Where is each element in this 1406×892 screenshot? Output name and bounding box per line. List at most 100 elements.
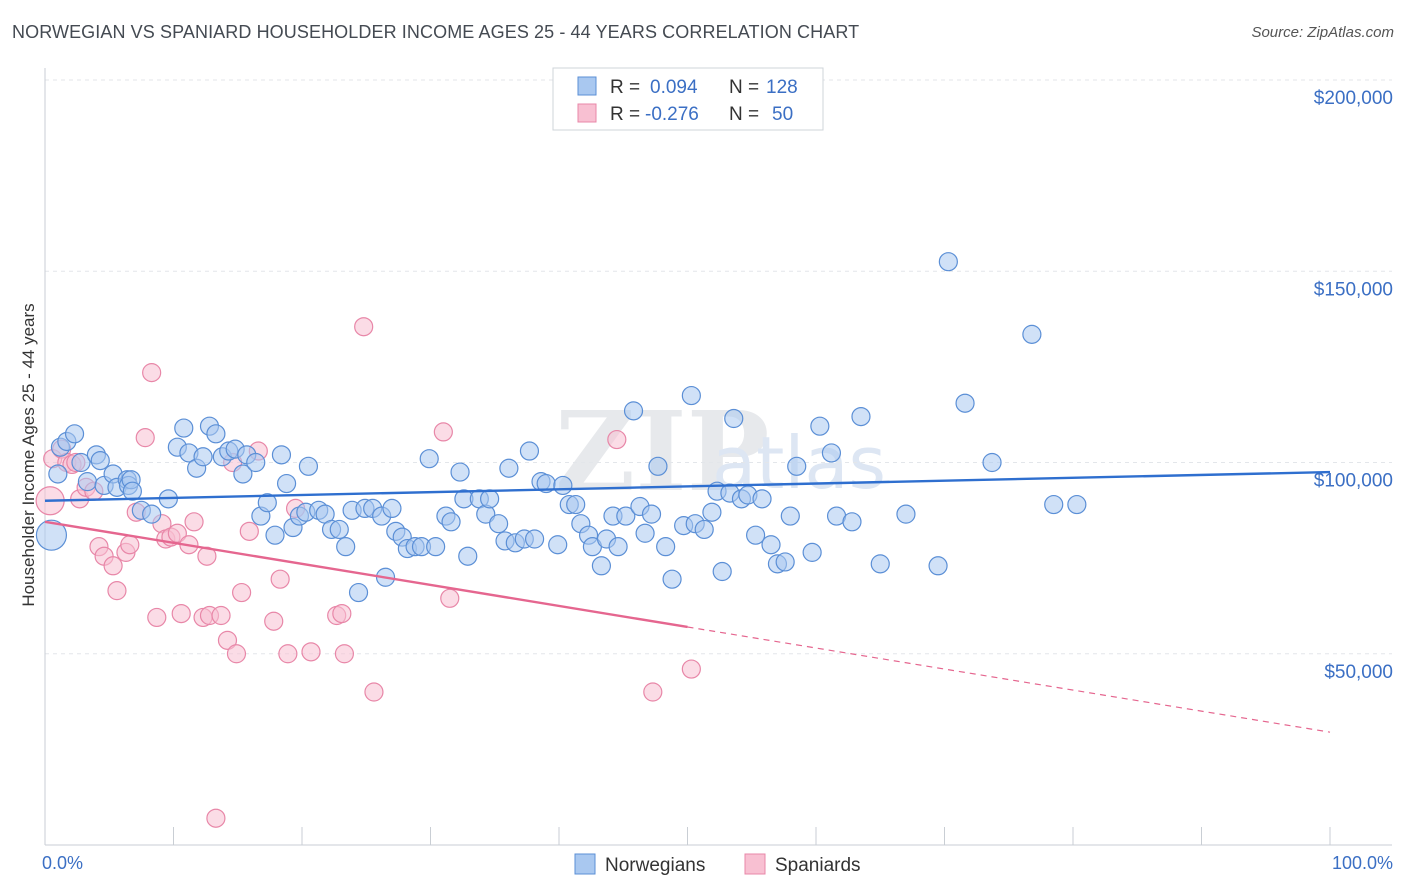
norwegian-point (458, 546, 478, 566)
norwegian-point (955, 393, 975, 413)
norwegian-point (122, 481, 142, 501)
spaniard-point (217, 630, 238, 650)
norwegian-point (787, 456, 807, 476)
spaniard-point (607, 429, 627, 450)
norwegian-point (780, 506, 800, 526)
spaniard-point (364, 682, 384, 702)
norwegian-point (35, 519, 68, 551)
norwegian-point (233, 464, 253, 484)
norwegian-point (712, 561, 732, 582)
norwegian-point (656, 537, 676, 557)
spaniard-point (433, 422, 453, 442)
spaniard-point (334, 644, 355, 664)
spaniard-point (171, 603, 191, 624)
legend-n-value-spaniards: 50 (772, 104, 793, 125)
norwegian-point (662, 569, 682, 589)
spaniard-point (643, 682, 663, 702)
y-tick-label: $50,000 (1324, 662, 1393, 683)
norwegian-point (566, 494, 586, 515)
x-tick-labels: 0.0% 100.0% (42, 853, 1393, 873)
norwegian-point (641, 504, 662, 524)
norwegian-point (1044, 494, 1064, 515)
norwegian-point (635, 523, 655, 543)
norwegian-point (681, 385, 701, 406)
norwegian-point (775, 552, 795, 572)
norwegian-point (336, 537, 356, 557)
spaniard-point (135, 428, 155, 448)
legend-n-label-2: N = (729, 104, 759, 125)
y-tick-label: $100,000 (1314, 471, 1393, 492)
norwegian-point (553, 475, 573, 496)
bottom-legend-swatch-norwegians (574, 853, 596, 875)
x-tick-label-start: 0.0% (42, 853, 83, 873)
legend-box (552, 67, 824, 131)
norwegian-point (265, 525, 285, 545)
norwegian-point (616, 506, 636, 526)
spaniard-point (301, 642, 321, 662)
norwegian-point (329, 519, 349, 540)
norwegian-point (257, 493, 277, 513)
spaniard-point (332, 603, 352, 624)
spaniard-point (206, 808, 226, 828)
spaniard-point (147, 607, 167, 628)
norwegian-point (752, 489, 772, 509)
norwegian-point (489, 514, 509, 534)
bottom-legend-swatch-spaniards (744, 853, 766, 875)
spaniard-point (270, 569, 290, 589)
norwegian-point (608, 537, 628, 557)
y-tick-label: $200,000 (1314, 88, 1393, 109)
norwegian-point (64, 424, 85, 444)
spaniard-point (184, 512, 204, 532)
legend-r-label: R = (610, 77, 640, 98)
norwegian-point (870, 554, 890, 574)
norwegian-point (548, 535, 568, 555)
norwegian-point (851, 407, 871, 427)
norwegian-point (298, 456, 319, 476)
norwegian-point (623, 401, 644, 421)
legend-n-value-norwegians: 128 (766, 77, 798, 98)
spaniard-point (278, 644, 298, 664)
y-tick-label: $150,000 (1314, 279, 1393, 300)
norwegian-point (90, 450, 110, 471)
legend-r-value-norwegians: 0.094 (650, 77, 698, 98)
norwegian-point (348, 582, 369, 603)
norwegian-point (896, 504, 916, 524)
trend-lines (44, 470, 1331, 733)
y-axis-label: Householder Income Ages 25 - 44 years (19, 303, 38, 606)
norwegian-point (746, 525, 766, 545)
norwegian-point (276, 473, 297, 494)
norwegian-point (142, 504, 162, 524)
norwegian-point (842, 512, 862, 532)
legend: R = 0.094 N = 128 R = -0.276 N = 50 (552, 67, 824, 131)
norwegian-point (761, 535, 781, 555)
spaniard-point (142, 363, 162, 383)
norwegian-point (724, 408, 744, 429)
norwegian-point (821, 443, 842, 463)
legend-r-value-spaniards: -0.276 (645, 104, 699, 125)
legend-n-label: N = (729, 77, 759, 98)
norwegian-point (246, 452, 266, 473)
spaniard-point (239, 521, 259, 541)
bottom-legend-label-spaniards: Spaniards (775, 855, 861, 876)
bottom-legend: Norwegians Spaniards (574, 853, 861, 876)
spaniard-point (211, 605, 231, 626)
spaniard-point (120, 535, 140, 555)
spaniard-point (354, 317, 374, 337)
chart-title: NORWEGIAN VS SPANIARD HOUSEHOLDER INCOME… (12, 22, 860, 42)
norwegian-point (77, 472, 98, 492)
norwegian-point (426, 537, 446, 557)
norwegian-point (1067, 494, 1087, 515)
norwegian-point (382, 498, 402, 518)
legend-swatch-spaniards (577, 103, 597, 123)
norwegian-point (694, 519, 714, 540)
spaniard-point (232, 582, 252, 603)
norwegian-point (271, 445, 292, 465)
norwegian-point (938, 252, 958, 272)
norwegian-point (441, 512, 461, 532)
norwegians-trend-line (44, 470, 1331, 502)
spaniard-point (681, 659, 701, 679)
norwegian-point (810, 416, 830, 436)
norwegian-point (450, 462, 470, 482)
chart-source: Source: ZipAtlas.com (1251, 24, 1394, 41)
y-tick-labels: $50,000 $100,000 $150,000 $200,000 (1314, 88, 1393, 683)
